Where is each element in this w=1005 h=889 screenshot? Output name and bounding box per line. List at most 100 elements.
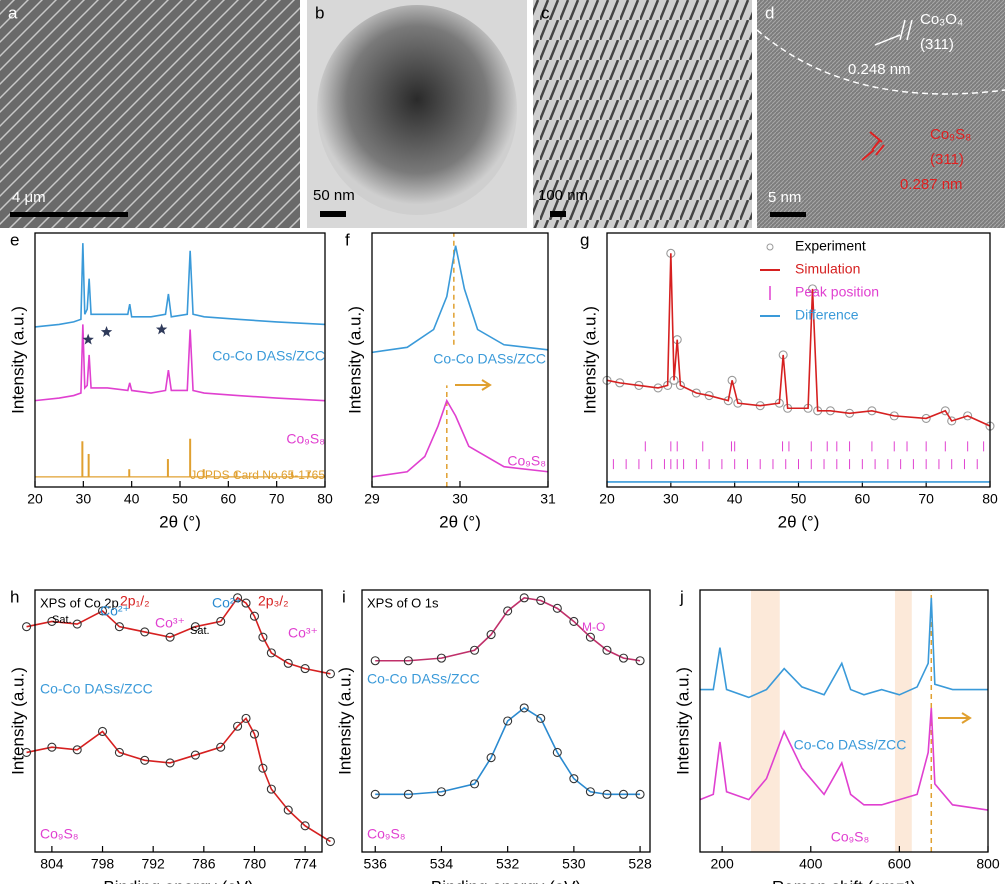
data-point	[22, 747, 32, 757]
data-point	[266, 648, 276, 658]
x-tick-label: 30	[663, 491, 679, 507]
data-point	[249, 729, 260, 739]
data-point	[436, 653, 446, 663]
plot-frame	[371, 232, 549, 488]
annotation: Co-Co DASs/ZCC	[40, 681, 153, 697]
data-point	[585, 787, 595, 797]
x-tick-label: 30	[76, 491, 92, 507]
data-point	[503, 716, 513, 726]
data-point	[97, 726, 108, 737]
panel-letter: j	[679, 587, 684, 606]
series-line	[34, 324, 326, 402]
x-tick-label: 29	[364, 491, 380, 507]
annotation: Co₉S₈	[286, 431, 325, 447]
lattice-marker	[874, 19, 913, 46]
shift-arrow	[938, 712, 972, 724]
plot-frame	[34, 589, 323, 853]
x-tick-label: 31	[540, 491, 556, 507]
x-axis-label: Binding energy (eV)	[431, 877, 581, 884]
x-tick-label: 80	[317, 491, 333, 507]
image-label: 50 nm	[313, 187, 355, 204]
x-tick-label: 20	[27, 491, 43, 507]
annotation: Co₉S₈	[507, 453, 546, 469]
data-point	[602, 789, 612, 799]
panel-letter: c	[541, 3, 550, 22]
x-tick-label: 798	[91, 856, 115, 872]
data-point	[190, 750, 200, 760]
x-axis-label: Binding energy (eV)	[103, 877, 253, 884]
x-tick-label: 200	[710, 856, 734, 872]
data-point	[519, 593, 529, 603]
annotation: Co₉S₈	[831, 829, 870, 845]
series-line	[371, 245, 549, 354]
x-tick-label: 30	[452, 491, 468, 507]
x-axis-label: 2θ (°)	[159, 512, 201, 531]
series-line	[375, 597, 641, 662]
data-point	[963, 411, 973, 421]
image-label: 4 μm	[12, 189, 46, 206]
x-tick-label: 786	[192, 856, 216, 872]
image-label: 100 nm	[538, 187, 588, 204]
x-tick-label: 804	[40, 856, 64, 872]
star-marker	[155, 323, 168, 335]
annotation: Co₉S₈	[367, 826, 406, 842]
tem-image	[533, 0, 752, 228]
data-point	[436, 787, 446, 797]
data-point	[249, 611, 260, 621]
data-point	[569, 616, 579, 626]
data-point	[470, 779, 480, 789]
data-point	[72, 745, 82, 755]
x-tick-label: 50	[172, 491, 188, 507]
x-tick-label: 534	[430, 856, 454, 872]
x-axis-label: Raman shift (cm⁻¹)	[772, 877, 916, 884]
annotation: Co³⁺	[288, 625, 318, 641]
data-point	[403, 789, 413, 799]
legend-label: Peak position	[795, 284, 879, 300]
data-point	[569, 774, 579, 784]
x-tick-label: 70	[918, 491, 934, 507]
data-point	[216, 742, 226, 752]
data-point	[47, 742, 57, 752]
legend-label: Difference	[795, 307, 859, 323]
annotation: Co²⁺	[212, 595, 242, 611]
data-point	[370, 789, 380, 799]
data-point	[536, 713, 546, 723]
data-point	[300, 664, 310, 674]
data-point	[370, 656, 380, 666]
plot-frame	[34, 232, 326, 488]
data-point	[602, 645, 612, 655]
data-point	[635, 789, 645, 799]
data-point	[140, 755, 150, 765]
data-point	[470, 645, 480, 655]
annotation: 2p₁/₂	[120, 593, 150, 609]
panel-letter: g	[580, 230, 589, 249]
data-point	[403, 656, 413, 666]
data-point	[241, 598, 251, 608]
data-point	[22, 622, 32, 632]
panel-letter: e	[10, 230, 19, 249]
data-point	[947, 416, 957, 426]
annotation: Sat.	[52, 614, 72, 626]
x-tick-label: 536	[364, 856, 388, 872]
data-point	[300, 821, 310, 831]
x-tick-label: 780	[243, 856, 267, 872]
legend-symbol	[766, 243, 774, 251]
series-line	[371, 398, 549, 478]
image-label: Co₃O₄	[920, 11, 963, 28]
x-tick-label: 60	[221, 491, 237, 507]
data-point	[216, 616, 226, 626]
legend-label: Simulation	[795, 261, 860, 277]
annotation: Co²⁺	[100, 603, 130, 619]
sem-image	[0, 0, 300, 228]
annotation: Co₉S₈	[40, 826, 79, 842]
series-line	[699, 707, 989, 811]
data-point	[258, 763, 268, 773]
x-tick-label: 80	[982, 491, 998, 507]
data-point	[519, 703, 529, 713]
image-label: 0.248 nm	[848, 61, 911, 78]
data-point	[114, 747, 124, 757]
data-point	[233, 721, 243, 731]
x-axis-label: 2θ (°)	[439, 512, 481, 531]
annotation: JCPDS Card No.65-1765	[190, 468, 325, 482]
scale-bar	[770, 212, 806, 217]
